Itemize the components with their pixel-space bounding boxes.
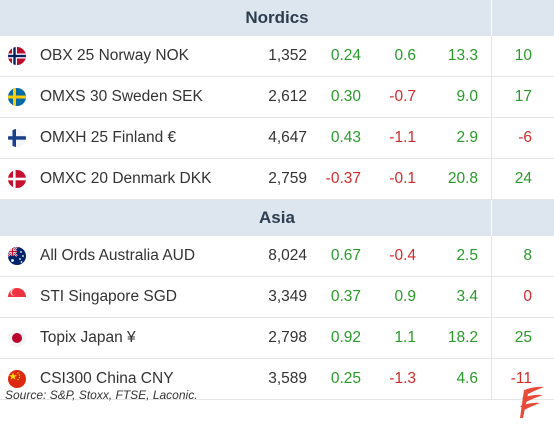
daily-change: -0.37 <box>325 170 361 187</box>
source-note: Source: S&P, Stoxx, FTSE, Laconic. <box>5 388 198 402</box>
table-row: OMXC 20 Denmark DKK 2,759 -0.37 -0.1 20.… <box>0 159 554 200</box>
daily-change: 0.92 <box>330 329 361 346</box>
index-level: 2,612 <box>268 88 307 105</box>
pe-value: -11 <box>510 370 532 387</box>
table-row: STI Singapore SGD 3,349 0.37 0.9 3.4 0 <box>0 277 554 318</box>
index-name: All Ords Australia AUD <box>40 247 196 264</box>
table-row: CSI300 China CNY 3,589 0.25 -1.3 4.6 -11 <box>0 359 554 400</box>
index-name: STI Singapore SGD <box>40 288 177 305</box>
indices-table: Nordics OBX 25 Norway NOK 1,352 0.24 0.6… <box>0 0 554 400</box>
ytd-change: 2.9 <box>456 129 478 146</box>
daily-change: 0.25 <box>330 370 361 387</box>
pe-value: 0 <box>523 288 532 305</box>
norway-flag-icon <box>8 47 26 65</box>
singapore-flag-icon <box>8 288 26 306</box>
table-row: OMXH 25 Finland € 4,647 0.43 -1.1 2.9 -6 <box>0 118 554 159</box>
index-name: OMXH 25 Finland € <box>40 129 177 146</box>
table-row: Topix Japan ¥ 2,798 0.92 1.1 18.2 25 <box>0 318 554 359</box>
brand-logo-icon <box>518 384 546 420</box>
section-header-asia: Asia <box>0 200 554 236</box>
weekly-change: 0.9 <box>394 288 416 305</box>
weekly-change: 1.1 <box>394 329 416 346</box>
daily-change: 0.37 <box>330 288 361 305</box>
daily-change: 0.67 <box>330 247 361 264</box>
section-title: Nordics <box>245 8 309 27</box>
index-name: CSI300 China CNY <box>40 370 174 387</box>
index-name: OMXS 30 Sweden SEK <box>40 88 203 105</box>
section-title: Asia <box>259 208 295 227</box>
weekly-change: -0.1 <box>389 170 416 187</box>
weekly-change: -0.7 <box>389 88 416 105</box>
section-header-nordics: Nordics <box>0 0 554 36</box>
ytd-change: 13.3 <box>447 47 478 64</box>
index-level: 1,352 <box>268 47 307 64</box>
daily-change: 0.43 <box>330 129 361 146</box>
index-name: OMXC 20 Denmark DKK <box>40 170 212 187</box>
pe-value: 24 <box>514 170 532 187</box>
weekly-change: -1.3 <box>389 370 416 387</box>
table-row: OMXS 30 Sweden SEK 2,612 0.30 -0.7 9.0 1… <box>0 77 554 118</box>
index-level: 3,349 <box>268 288 307 305</box>
finland-flag-icon <box>8 129 26 147</box>
table-row: OBX 25 Norway NOK 1,352 0.24 0.6 13.3 10 <box>0 36 554 77</box>
weekly-change: 0.6 <box>394 47 416 64</box>
index-level: 8,024 <box>268 247 307 264</box>
weekly-change: -1.1 <box>389 129 416 146</box>
sweden-flag-icon <box>8 88 26 106</box>
ytd-change: 20.8 <box>447 170 478 187</box>
ytd-change: 18.2 <box>447 329 478 346</box>
ytd-change: 3.4 <box>456 288 478 305</box>
pe-value: 25 <box>514 329 532 346</box>
denmark-flag-icon <box>8 170 26 188</box>
index-name: OBX 25 Norway NOK <box>40 47 190 64</box>
table-row: All Ords Australia AUD 8,024 0.67 -0.4 2… <box>0 236 554 277</box>
daily-change: 0.30 <box>330 88 361 105</box>
ytd-change: 2.5 <box>456 247 478 264</box>
index-level: 2,759 <box>268 170 307 187</box>
index-level: 4,647 <box>268 129 307 146</box>
index-level: 3,589 <box>268 370 307 387</box>
pe-value: 8 <box>523 247 532 264</box>
index-level: 2,798 <box>268 329 307 346</box>
japan-flag-icon <box>8 329 26 347</box>
index-name: Topix Japan ¥ <box>40 329 136 346</box>
pe-value: -6 <box>518 129 532 146</box>
ytd-change: 4.6 <box>456 370 478 387</box>
ytd-change: 9.0 <box>456 88 478 105</box>
pe-value: 17 <box>514 88 532 105</box>
china-flag-icon <box>8 370 26 388</box>
australia-flag-icon <box>8 247 26 265</box>
weekly-change: -0.4 <box>389 247 416 264</box>
pe-value: 10 <box>514 47 532 64</box>
daily-change: 0.24 <box>330 47 361 64</box>
